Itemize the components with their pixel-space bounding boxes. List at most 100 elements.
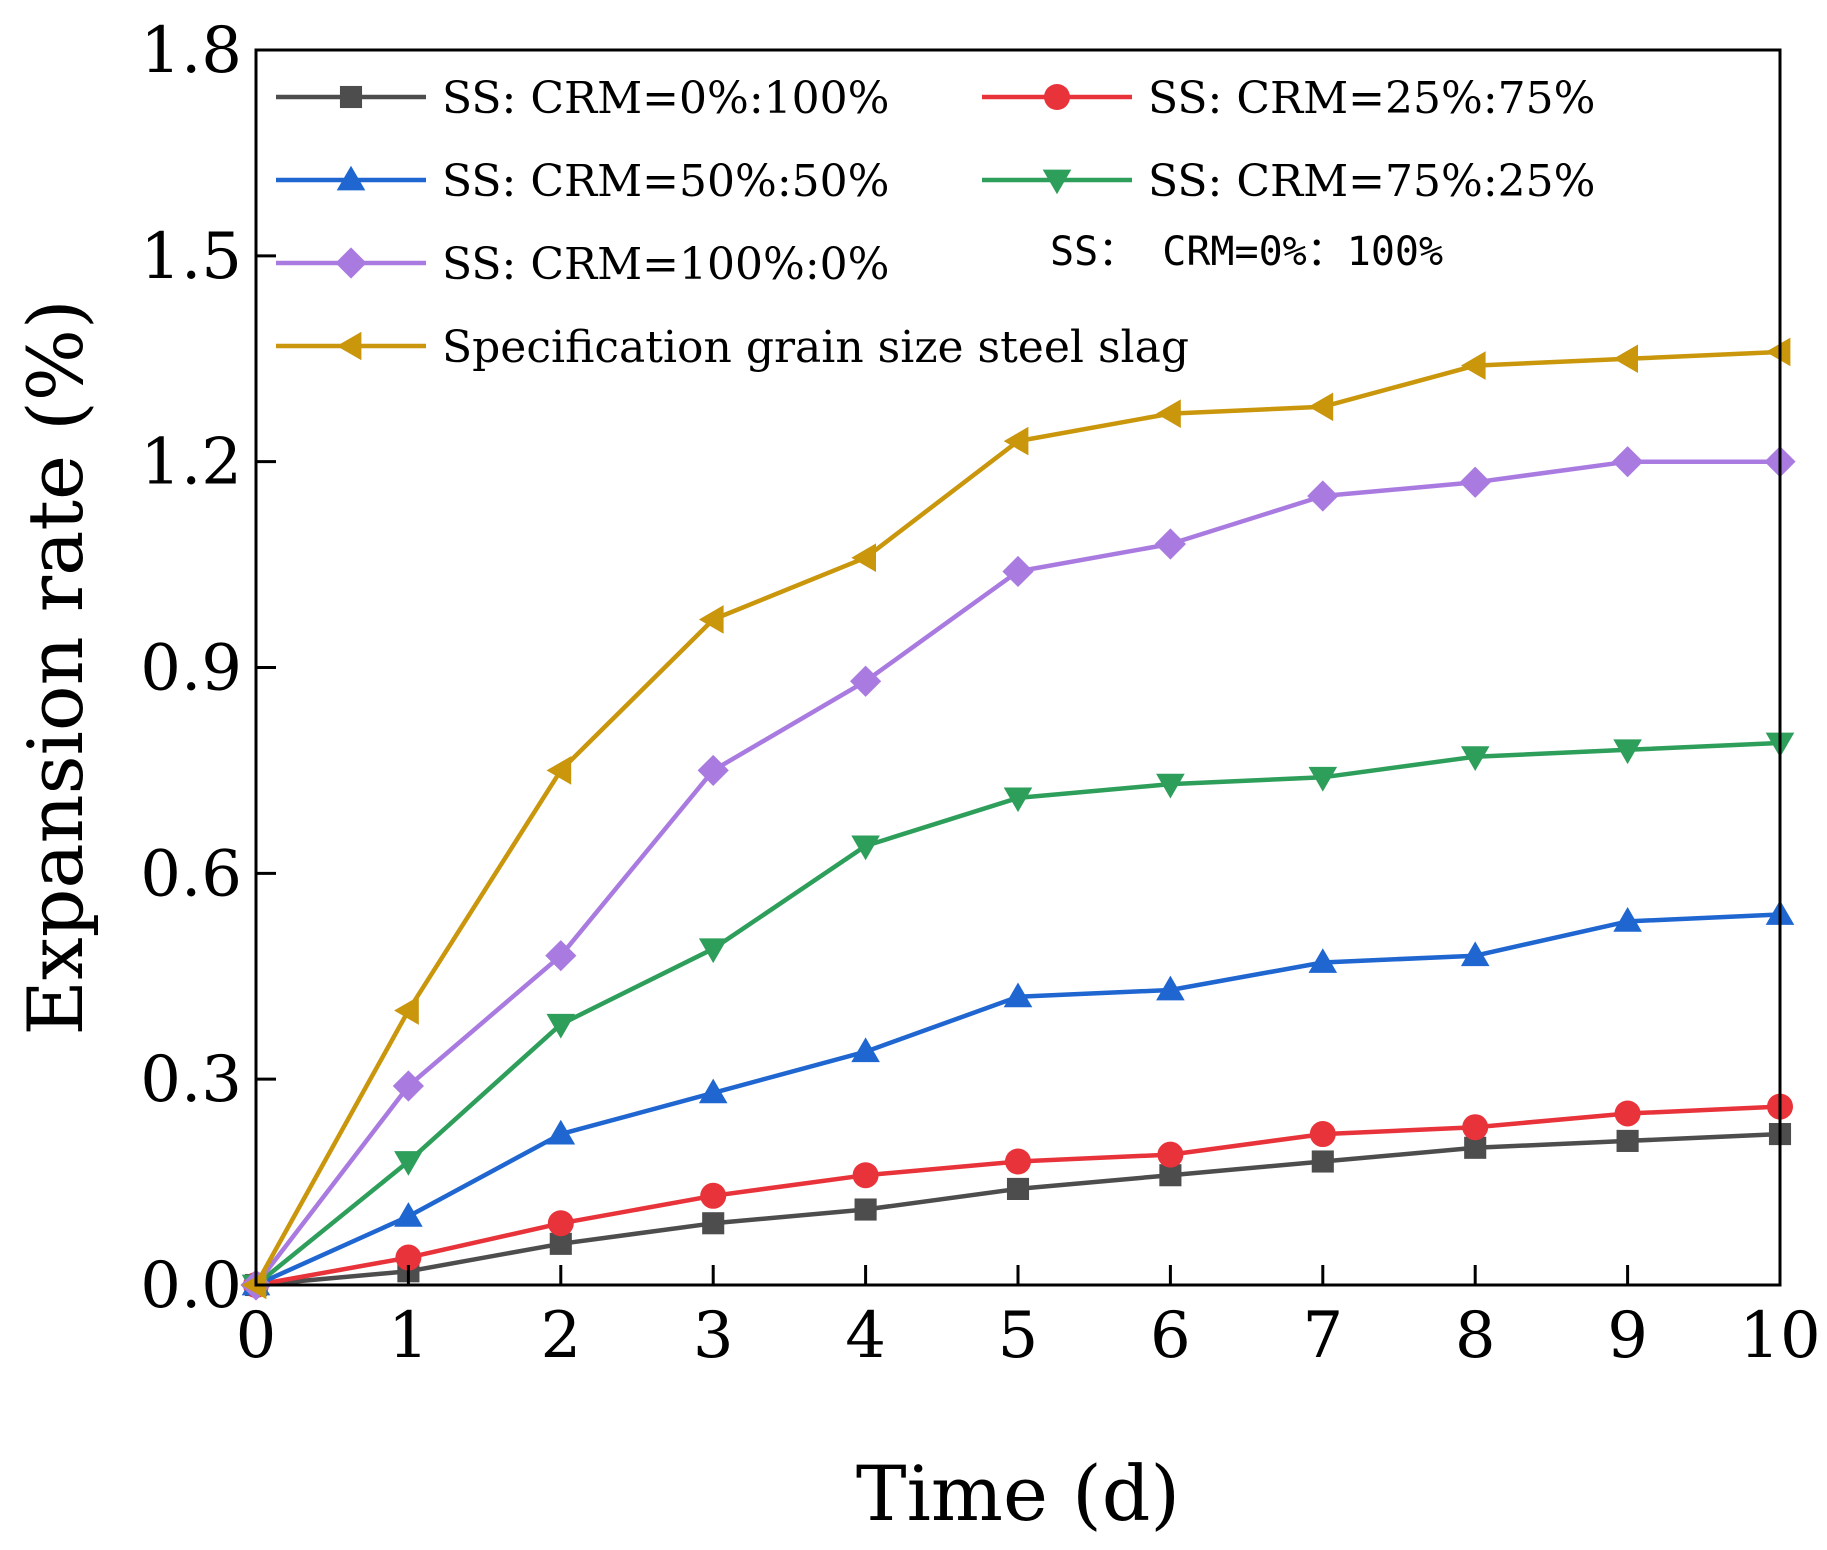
data-point: [546, 756, 572, 785]
data-point: [1309, 1121, 1336, 1148]
data-point: [1156, 773, 1185, 799]
legend-item: SS: CRM=75%:25%: [982, 156, 1595, 207]
y-tick-label: 1.5: [140, 220, 242, 294]
data-point: [1157, 1141, 1184, 1168]
data-point: [1311, 1150, 1334, 1173]
data-point: [546, 1013, 576, 1039]
legend-item: SS: CRM=50%:50%: [276, 156, 889, 207]
y-tick-label: 1.2: [140, 426, 242, 500]
data-point: [851, 835, 880, 861]
data-point: [1308, 766, 1338, 792]
data-point: [545, 940, 577, 972]
data-point: [698, 1078, 728, 1104]
data-point: [1616, 1129, 1639, 1152]
data-point: [395, 1244, 422, 1271]
data-point: [1464, 1136, 1487, 1159]
data-point: [1156, 399, 1181, 428]
data-point: [547, 1210, 574, 1237]
legend: SS: CRM=0%:100% SS: CRM=25%:75% SS: CRM=50…: [276, 73, 1595, 373]
legend-marker: [1044, 84, 1070, 110]
legend-marker: [335, 247, 367, 279]
data-point: [394, 996, 419, 1025]
data-point: [392, 1070, 424, 1102]
data-point: [1613, 907, 1642, 932]
data-point: [549, 1232, 572, 1255]
series-ss-crm-50-50: [241, 900, 1795, 1296]
series-ss-crm-100-0: [240, 446, 1796, 1301]
legend-marker: [336, 165, 366, 191]
legend-label: SS: CRM=100%:0%: [442, 239, 889, 290]
data-point: [854, 1198, 877, 1221]
data-point: [850, 665, 882, 697]
x-tick-label: 2: [540, 1299, 581, 1373]
data-point: [1460, 746, 1490, 771]
data-point: [1459, 466, 1491, 498]
data-point: [1612, 446, 1644, 478]
data-point: [1159, 1164, 1182, 1187]
x-tick-label: 1: [388, 1299, 429, 1373]
data-point: [1003, 426, 1029, 456]
x-tick-label: 9: [1607, 1299, 1648, 1373]
data-point: [698, 938, 728, 964]
x-tick-label: 3: [693, 1299, 734, 1373]
legend-marker: [339, 85, 363, 109]
y-tick-label: 0.6: [140, 837, 242, 911]
data-point: [1460, 351, 1486, 380]
data-point: [1308, 948, 1338, 973]
legend-item: SS: CRM=25%:75%: [982, 73, 1595, 124]
x-tick-label: 5: [998, 1299, 1039, 1373]
data-point: [702, 1212, 725, 1235]
data-point: [698, 605, 724, 634]
data-point: [851, 1037, 880, 1063]
data-point: [1307, 480, 1339, 512]
legend-item: Specification grain size steel slag: [276, 322, 1189, 373]
data-point: [394, 1151, 423, 1176]
series-line: [254, 740, 1781, 1287]
x-axis-title: Time (d): [856, 1449, 1180, 1538]
data-point: [394, 1202, 423, 1227]
y-tick-label: 0.3: [140, 1043, 242, 1117]
legend-marker: [336, 331, 362, 361]
legend-label: Specification grain size steel slag: [442, 322, 1189, 373]
data-point: [1002, 555, 1034, 588]
plot-frame: [254, 48, 1782, 1287]
x-tick-label: 6: [1150, 1299, 1191, 1373]
data-point: [1154, 528, 1186, 560]
data-point: [1462, 1114, 1489, 1141]
series-line: [255, 912, 1781, 1288]
data-point: [697, 754, 729, 787]
data-point: [1765, 337, 1791, 367]
legend-item: SS: CRM=100%:0%: [276, 239, 889, 290]
data-point: [700, 1182, 727, 1209]
series-specification-grain-size-steel-slag: [241, 337, 1791, 1300]
data-point: [1613, 739, 1642, 765]
data-point: [1613, 344, 1638, 374]
y-tick-label: 0.9: [140, 632, 242, 706]
legend-label: SS: CRM=0%:100%: [442, 73, 889, 124]
data-point: [1156, 975, 1185, 1001]
data-point: [1614, 1100, 1641, 1127]
legend-item: SS: CRM=0%:100%: [276, 73, 889, 124]
legend-annotation: SS： CRM=0%：100%: [1050, 229, 1443, 275]
data-point: [1460, 941, 1490, 967]
y-axis-title: Expansion rate (%): [11, 299, 100, 1035]
series-layer: [240, 337, 1796, 1301]
data-point: [852, 1162, 879, 1189]
data-point: [1308, 392, 1334, 422]
data-point: [241, 1270, 267, 1300]
data-point: [1003, 982, 1033, 1008]
legend-label: SS: CRM=50%:50%: [442, 156, 889, 207]
series-ss-crm-0-100: [244, 1123, 1792, 1297]
legend-label: SS: CRM=75%:25%: [1148, 156, 1595, 207]
x-axis: 0 1 2 3 4 5 6 7 8 9 10: [236, 1265, 1821, 1373]
x-tick-label: 0: [236, 1299, 277, 1373]
series-ss-crm-75-25: [241, 732, 1795, 1300]
data-point: [1003, 787, 1033, 813]
x-tick-label: 7: [1302, 1299, 1343, 1373]
legend-label: SS: CRM=25%:75%: [1148, 73, 1595, 124]
y-tick-label: 0.0: [140, 1249, 242, 1323]
data-point: [1005, 1148, 1031, 1175]
legend-marker: [1042, 169, 1072, 195]
data-point: [546, 1119, 576, 1145]
